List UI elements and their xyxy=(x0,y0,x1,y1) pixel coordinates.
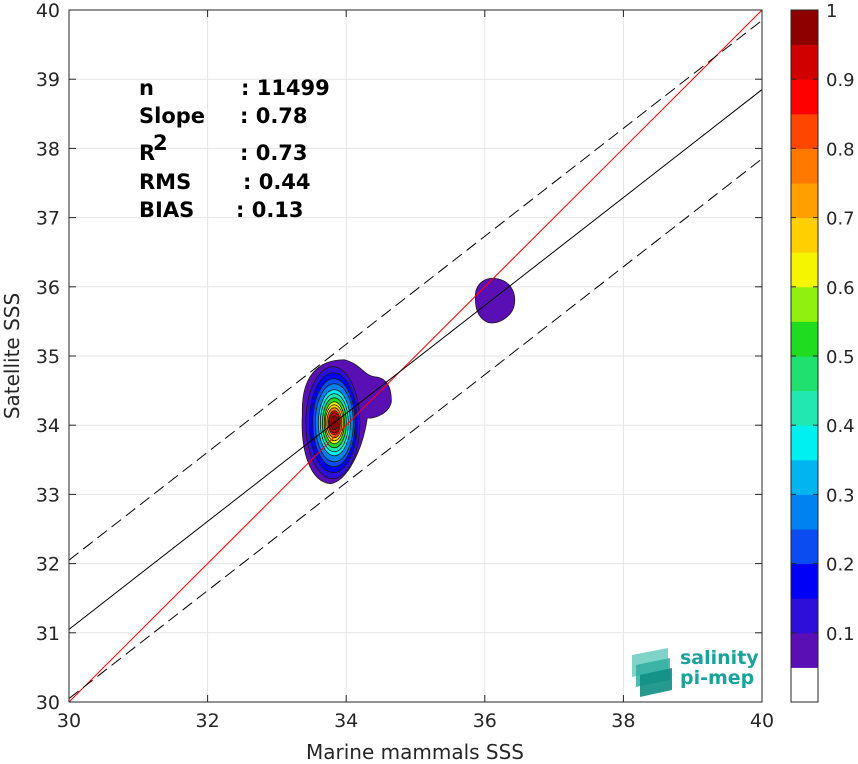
y-axis-label: Satellite SSS xyxy=(0,293,24,419)
x-tick-label: 30 xyxy=(57,710,81,732)
colorbar-swatch-0.1 xyxy=(791,632,818,668)
colorbar-swatch-0.9 xyxy=(791,79,818,115)
y-tick-label: 30 xyxy=(36,692,60,714)
y-tick-label: 35 xyxy=(36,346,60,368)
x-axis-label: Marine mammals SSS xyxy=(306,740,524,764)
y-tick-label: 36 xyxy=(36,277,60,299)
colorbar-swatch-0.25 xyxy=(791,529,818,565)
colorbar-swatch-0.65 xyxy=(791,252,818,288)
stat-value: : 0.44 xyxy=(243,170,311,194)
stat-value: : 11499 xyxy=(241,76,330,100)
stat-value: : 0.13 xyxy=(236,198,304,222)
logo-icon xyxy=(632,648,672,697)
colorbar-tick-label: 0.1 xyxy=(826,624,855,645)
colorbar-swatch-0.5 xyxy=(791,356,818,392)
colorbar-tick-label: 0.8 xyxy=(826,139,855,160)
colorbar-tick-label: 0.4 xyxy=(826,416,855,437)
x-tick-label: 34 xyxy=(334,710,358,732)
colorbar: 0.1 0.2 0.3 0.4 0.5 0.6 0.7 0.8 0.9 1 xyxy=(790,1,855,703)
colorbar-tick-label: 1 xyxy=(826,1,837,22)
line-fit-plus-2rms xyxy=(69,19,762,561)
colorbar-swatch-0.95 xyxy=(791,44,818,80)
x-tick-label: 32 xyxy=(196,710,220,732)
colorbar-tick-label: 0.3 xyxy=(826,485,855,506)
y-tick-label: 37 xyxy=(36,208,60,230)
stat-name: Slope xyxy=(139,104,205,128)
regression-lines xyxy=(69,10,762,702)
y-tick-label: 34 xyxy=(36,415,60,437)
y-tick-label: 33 xyxy=(36,484,60,506)
colorbar-swatch-0.35 xyxy=(791,459,818,495)
colorbar-tick-label: 0.6 xyxy=(826,278,855,299)
colorbar-swatch-0.75 xyxy=(791,183,818,219)
colorbar-tick-label: 0.2 xyxy=(826,555,855,576)
colorbar-swatch-1 xyxy=(791,10,818,46)
y-tick-label: 40 xyxy=(36,0,60,22)
colorbar-swatch-0.55 xyxy=(791,321,818,357)
salinity-pi-mep-logo: salinity pi-mep xyxy=(632,647,759,697)
stat-name: RMS xyxy=(139,170,191,194)
colorbar-tick-label: 0.9 xyxy=(826,70,855,91)
stat-value: : 0.78 xyxy=(240,104,308,128)
axis-ticks: 30 32 34 36 38 40 30 31 32 33 34 35 36 37 38 39 40 xyxy=(36,0,774,732)
colorbar-swatch-0.2 xyxy=(791,563,818,599)
y-tick-label: 38 xyxy=(36,138,60,160)
y-tick-label: 31 xyxy=(36,623,60,645)
line-fit-minus-2rms xyxy=(69,158,762,699)
stat-name: R xyxy=(139,141,155,165)
y-tick-label: 39 xyxy=(36,69,60,91)
x-tick-label: 40 xyxy=(750,710,774,732)
stats-annotation: n : 11499 Slope : 0.78 R2 : 0.73 RMS : 0.44 BIAS… xyxy=(139,76,330,222)
colorbar-swatch-0.85 xyxy=(791,113,818,149)
colorbar-swatch-0.8 xyxy=(791,148,818,184)
colorbar-swatch-0.7 xyxy=(791,217,818,253)
line-identity xyxy=(69,10,762,702)
contour-cluster-36 xyxy=(474,277,516,324)
colorbar-swatch-0.4 xyxy=(791,425,818,461)
colorbar-tick-label: 0.7 xyxy=(826,209,855,230)
x-tick-label: 36 xyxy=(473,710,497,732)
logo-text-salinity: salinity xyxy=(680,647,759,669)
logo-text-pi-mep: pi-mep xyxy=(680,667,754,689)
line-fit xyxy=(69,89,762,630)
stat-name: n xyxy=(139,76,154,100)
colorbar-swatch-0.6 xyxy=(791,286,818,322)
stat-name: BIAS xyxy=(139,198,194,222)
density-contours xyxy=(301,277,516,485)
x-tick-label: 38 xyxy=(611,710,635,732)
colorbar-swatch-0.05 xyxy=(791,667,818,703)
colorbar-swatch-0.3 xyxy=(791,494,818,530)
colorbar-swatch-0.45 xyxy=(791,390,818,426)
colorbar-swatch-0.15 xyxy=(791,598,818,634)
stat-value: : 0.73 xyxy=(240,141,308,165)
stat-superscript: 2 xyxy=(153,131,168,155)
colorbar-tick-label: 0.5 xyxy=(826,347,855,368)
y-tick-label: 32 xyxy=(36,554,60,576)
